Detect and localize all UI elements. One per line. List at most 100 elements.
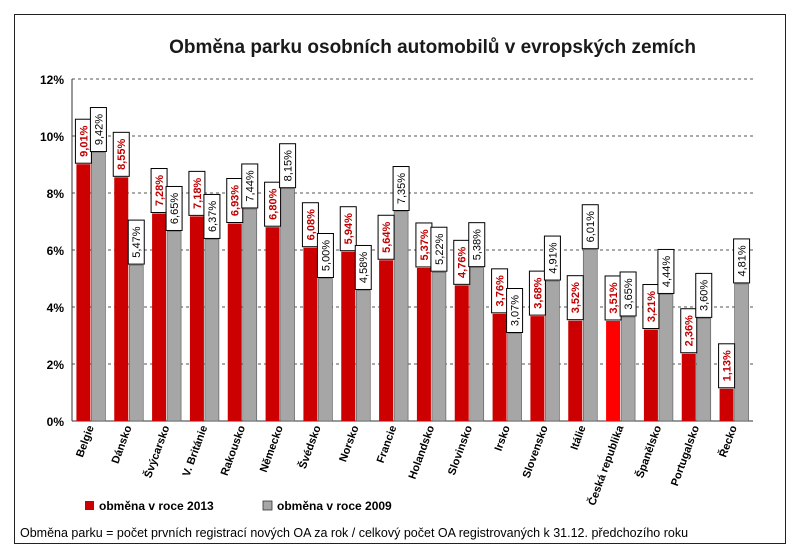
data-label-2009: 4,58%	[358, 252, 370, 283]
x-tick-label: Belgie	[74, 424, 97, 459]
data-label-2009: 7,35%	[396, 173, 408, 204]
x-tick-label: Itálie	[569, 424, 589, 452]
bar-2013	[76, 164, 91, 421]
data-label-2013-box	[642, 284, 660, 330]
x-tick-label: Rakousko	[219, 424, 248, 478]
x-tick-label: Slovinsko	[446, 424, 475, 477]
bar-2013	[643, 329, 658, 421]
data-label-2009: 3,07%	[510, 295, 522, 326]
data-label-2009-box	[733, 238, 751, 284]
data-label-2009: 6,65%	[169, 193, 181, 224]
data-label-2009-box	[316, 233, 334, 278]
bar-2009	[469, 267, 485, 422]
data-label-2013: 4,76%	[457, 247, 469, 278]
bar-2013	[189, 216, 204, 421]
bar-2013	[265, 227, 280, 421]
legend-label-2013: obměna v roce 2013	[99, 499, 214, 513]
bar-2009	[696, 318, 712, 422]
bar-2009	[582, 249, 598, 422]
legend-swatch-2009	[262, 500, 273, 511]
data-label-2013: 8,55%	[116, 139, 128, 170]
data-label-2009: 5,00%	[320, 240, 332, 271]
x-tick-label: Dánsko	[110, 424, 135, 466]
data-label-2009-box	[543, 235, 561, 281]
bar-2009	[431, 271, 447, 422]
y-tick-label: 10%	[40, 130, 64, 144]
data-label-2009-box	[354, 244, 372, 290]
x-tick-label: Řecko	[716, 423, 740, 459]
y-tick-label: 12%	[40, 73, 64, 87]
data-label-2009: 3,65%	[623, 278, 635, 309]
footnote: Obměna parku = počet prvních registrací …	[20, 526, 689, 540]
data-label-2013: 5,64%	[381, 221, 393, 252]
bar-2009	[318, 278, 333, 422]
data-label-2009: 4,81%	[737, 245, 749, 276]
x-tick-label: V. Británie	[181, 424, 211, 478]
bar-2009	[204, 239, 220, 422]
data-label-2009-box	[165, 185, 183, 231]
legend-label-2009: obměna v roce 2009	[277, 499, 392, 513]
data-label-2013-box	[339, 206, 357, 252]
bar-2013	[379, 260, 394, 421]
data-label-2009: 8,15%	[283, 150, 295, 181]
bar-2013	[416, 267, 431, 421]
x-tick-label: Švýcarsko	[141, 423, 172, 479]
data-label-2009: 6,37%	[207, 201, 219, 232]
data-label-2013: 7,18%	[192, 178, 204, 209]
data-label-2009: 3,60%	[699, 280, 711, 311]
bar-2013	[606, 320, 621, 421]
y-tick-label: 2%	[47, 358, 65, 372]
bar-2009	[734, 283, 749, 422]
bar-2013	[152, 213, 167, 421]
bar-2013	[530, 316, 545, 421]
data-label-2013-box	[301, 202, 319, 248]
data-label-2013: 3,21%	[646, 291, 658, 322]
data-label-2013-box	[112, 131, 130, 177]
bar-2013	[681, 353, 696, 421]
data-label-2013: 9,01%	[78, 125, 90, 156]
data-label-2013-box	[566, 275, 584, 321]
x-tick-label: Portugalsko	[669, 424, 702, 488]
bar-2009	[658, 294, 674, 422]
bar-2009	[128, 264, 144, 422]
bar-2009	[545, 280, 560, 422]
data-label-2013: 6,08%	[305, 209, 317, 240]
bar-2009	[355, 290, 371, 422]
data-label-2013: 1,13%	[722, 350, 734, 381]
bar-2013	[568, 320, 583, 421]
data-label-2009-box	[468, 222, 486, 268]
x-tick-label: Francie	[375, 424, 400, 465]
data-label-2013: 6,80%	[268, 188, 280, 219]
bar-2009	[280, 188, 295, 422]
bar-2009	[91, 152, 106, 422]
data-label-2009: 5,47%	[131, 226, 143, 257]
bar-2009	[393, 211, 409, 422]
data-label-2009-box	[89, 107, 107, 153]
bar-2013	[454, 285, 469, 421]
bar-2013	[303, 247, 318, 421]
x-tick-label: Španělsko	[633, 423, 664, 479]
data-label-2013-box	[188, 170, 206, 216]
data-label-2009-box	[506, 288, 524, 334]
y-tick-label: 6%	[47, 244, 65, 258]
y-tick-label: 0%	[47, 415, 65, 429]
bar-2013	[227, 223, 242, 421]
data-label-2013: 5,94%	[343, 213, 355, 244]
data-label-2013: 7,28%	[154, 175, 166, 206]
data-label-2009: 5,22%	[434, 233, 446, 264]
data-label-2009-box	[619, 271, 637, 317]
data-label-2009-box	[127, 219, 145, 265]
x-tick-label: Česká republika	[585, 423, 626, 508]
data-label-2013: 3,68%	[532, 277, 544, 308]
data-label-2009-box	[392, 166, 410, 212]
data-label-2013-box	[377, 214, 395, 260]
data-label-2013: 2,36%	[684, 315, 696, 346]
data-label-2009: 9,42%	[93, 114, 105, 145]
data-label-2009-box	[657, 248, 675, 294]
data-label-2009: 4,91%	[547, 242, 559, 273]
data-label-2013: 5,37%	[419, 229, 431, 260]
x-tick-label: Holandsko	[407, 424, 438, 481]
bar-2009	[507, 333, 522, 422]
data-label-2013-box	[528, 270, 546, 316]
data-label-2009-box	[581, 204, 599, 250]
